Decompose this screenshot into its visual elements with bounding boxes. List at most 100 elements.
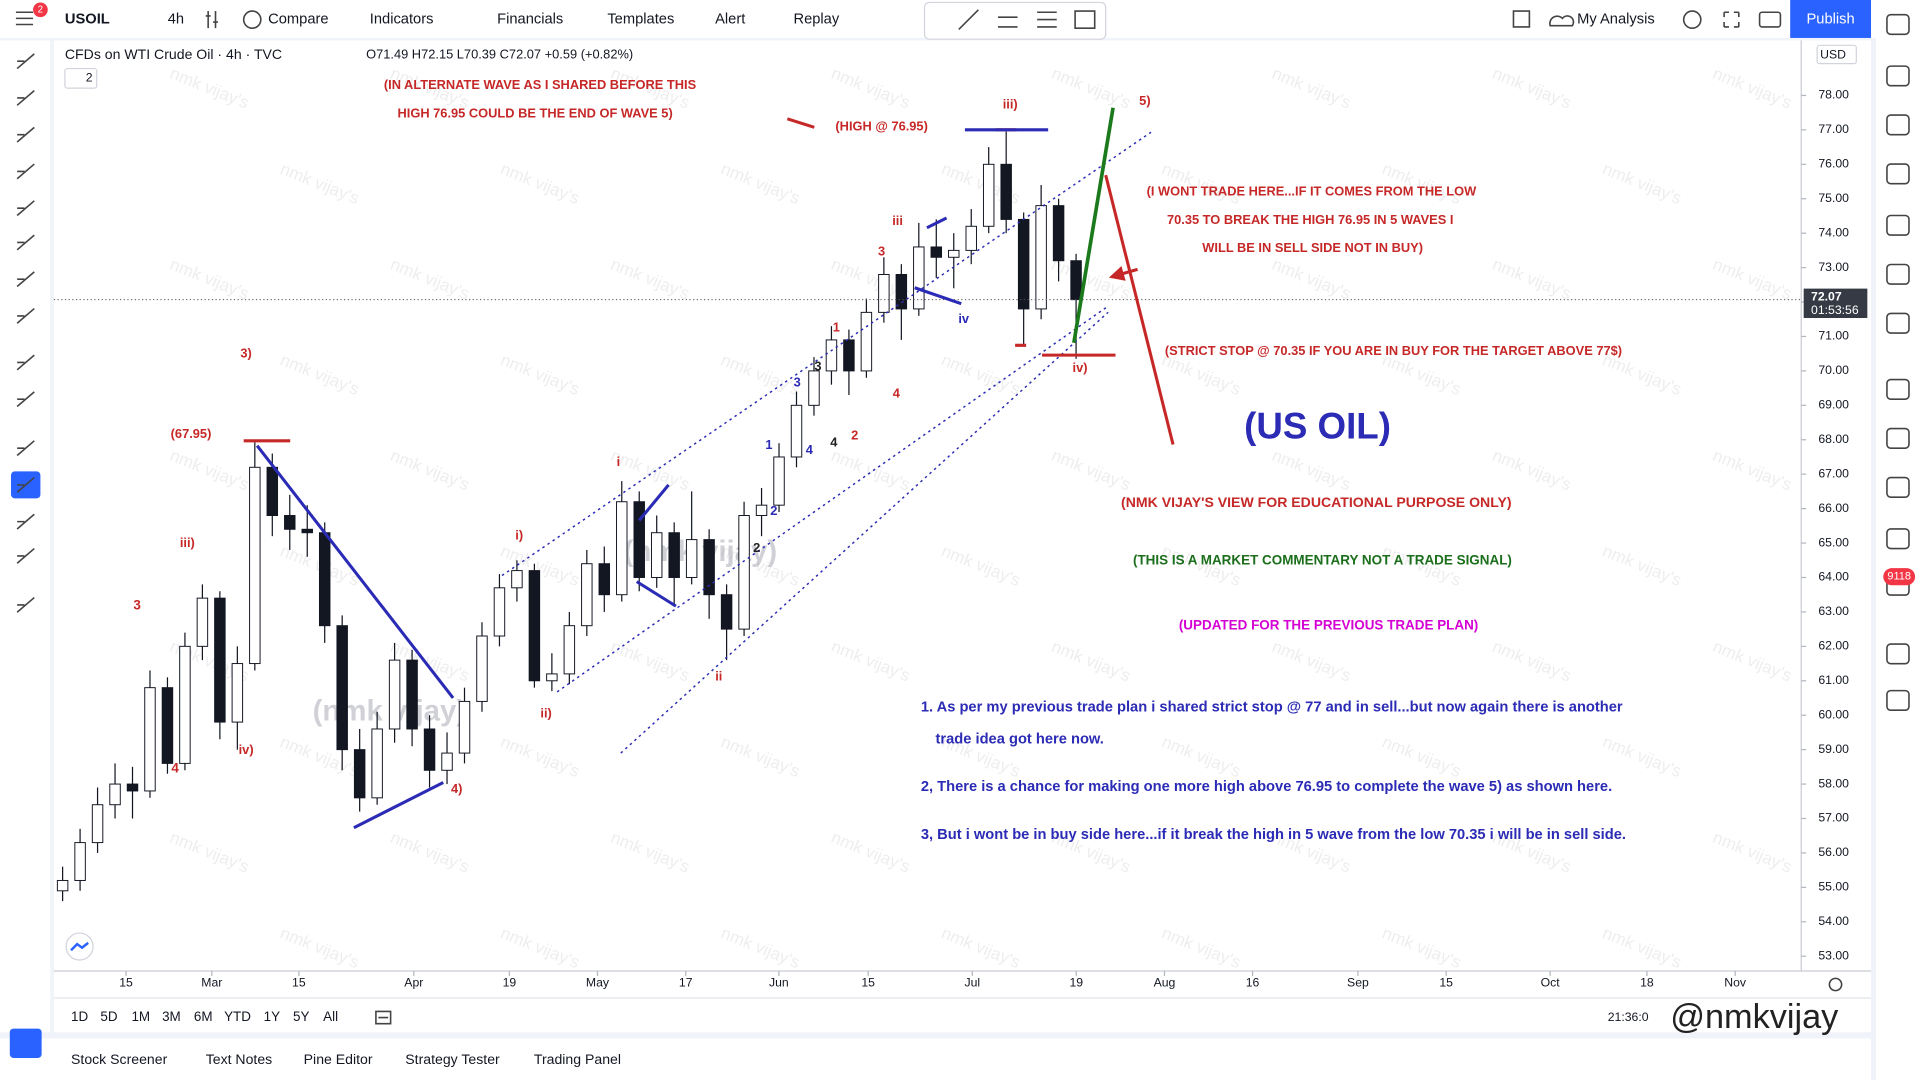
candle-body [738,515,750,630]
range-button[interactable]: 6M [194,1009,213,1024]
toolbar-item[interactable]: Compare [268,11,328,27]
range-button[interactable]: 5D [100,1009,117,1024]
drawings [243,107,1175,830]
x-tick-label: Apr [404,975,423,989]
candle-body [458,700,471,754]
range-button[interactable]: 5Y [293,1009,309,1024]
range-button[interactable]: YTD [224,1009,251,1024]
tool-icon[interactable] [16,271,35,288]
annotation: 70.35 TO BREAK THE HIGH 76.95 IN 5 WAVES… [1167,212,1453,227]
bearish-projection [1104,174,1175,445]
range-button[interactable]: All [323,1009,338,1024]
sidebar-icon[interactable] [1886,163,1910,185]
range-button[interactable]: 1D [71,1009,88,1024]
sidebar-icon[interactable] [1886,214,1910,236]
candle-body [336,625,348,751]
sidebar-icon[interactable] [1886,528,1910,550]
annotation: 3) [240,345,251,360]
y-tick-label: 60.00 [1818,707,1849,721]
tool-icon[interactable] [16,440,35,457]
range-button[interactable]: 1M [131,1009,150,1024]
candle-body [406,659,418,730]
interval[interactable]: 4h [168,11,184,27]
annotation: iii) [1003,97,1018,112]
sidebar-icon[interactable] [1886,312,1910,334]
annotation: 2, There is a chance for making one more… [921,779,1612,795]
tool-icon[interactable] [16,234,35,251]
axis-settings[interactable] [1828,977,1843,992]
annotation: (67.95) [171,426,212,441]
indicators-collapse[interactable] [64,67,98,89]
y-tick-label: 69.00 [1818,398,1849,412]
panel-tab[interactable]: Strategy Tester [405,1051,500,1067]
publish-label: Publish [1807,11,1855,27]
tool-icon[interactable] [16,163,35,180]
range-button[interactable]: 1Y [264,1009,280,1024]
annotation: iii [892,213,903,228]
y-tick-label: 56.00 [1818,845,1849,859]
annotation: (THIS IS A MARKET COMMENTARY NOT A TRADE… [1133,552,1512,567]
y-tick-label: 71.00 [1818,329,1849,343]
fullscreen-button[interactable] [1723,11,1740,28]
sidebar-icon[interactable] [1886,13,1910,36]
currency-button[interactable] [1816,44,1857,65]
panel-tab[interactable]: Trading Panel [534,1051,621,1067]
tool-icon[interactable] [16,126,35,143]
logo[interactable] [65,932,94,961]
chart-plot [53,131,1802,902]
tool-icon[interactable] [16,90,35,106]
candle-body [371,728,383,799]
tool-icon[interactable] [16,354,35,371]
date-range-button[interactable] [375,1010,392,1025]
chat-button[interactable] [9,1028,42,1058]
tool-icon[interactable] [16,391,35,408]
toolbar-item[interactable]: Alert [715,11,745,27]
tool-icon[interactable] [16,547,35,564]
symbol[interactable]: USOIL [65,11,110,27]
toolbar-item[interactable]: Indicators [370,11,434,27]
sidebar-icon[interactable] [1886,65,1910,87]
sidebar-icon[interactable] [1886,476,1910,498]
candle-body [179,645,191,764]
logo-mark [70,941,89,952]
sidebar-icon[interactable] [1886,114,1910,136]
annotation: 4 [806,442,814,457]
candle-body [318,532,331,627]
panel-tab[interactable]: Text Notes [206,1051,273,1067]
sidebar-icon[interactable] [1886,427,1910,449]
layout-toggle[interactable] [1512,10,1531,28]
candle-body [1052,205,1065,262]
annotation: iv [958,311,970,326]
drawing-tools[interactable] [958,9,1096,30]
range-button[interactable]: 3M [162,1009,181,1024]
tool-icon[interactable] [16,53,35,70]
panel-tab[interactable]: Pine Editor [304,1051,373,1067]
tool-icon[interactable] [16,513,35,530]
tool-icon[interactable] [16,200,35,217]
candle-body [231,663,244,723]
tool-icon[interactable] [16,307,35,324]
candle-body [563,625,576,675]
toolbar-item[interactable]: Templates [607,11,674,27]
settings-button[interactable] [1682,10,1702,29]
toolbar-item[interactable]: Financials [497,11,563,27]
sidebar-icon[interactable] [1886,378,1910,400]
menu-button[interactable] [15,11,34,26]
sidebar-icon[interactable] [1886,643,1910,665]
x-tick-label: Oct [1541,975,1561,989]
candle-body [685,539,698,578]
snapshot-button[interactable] [1758,11,1782,28]
sidebar-icon[interactable] [1886,689,1910,711]
layout-name[interactable]: My Analysis [1577,11,1655,27]
tool-icon[interactable] [16,596,35,613]
tool-icon[interactable] [16,476,35,493]
sidebar-icon[interactable] [1886,263,1910,285]
chart-style-icon[interactable] [205,11,218,29]
panel-tab[interactable]: Stock Screener [71,1051,168,1067]
toolbar-item[interactable]: Replay [793,11,839,27]
publish-button[interactable] [1790,0,1872,38]
candle-body [214,597,226,723]
compare-icon [242,10,262,29]
candle-body [423,728,436,771]
